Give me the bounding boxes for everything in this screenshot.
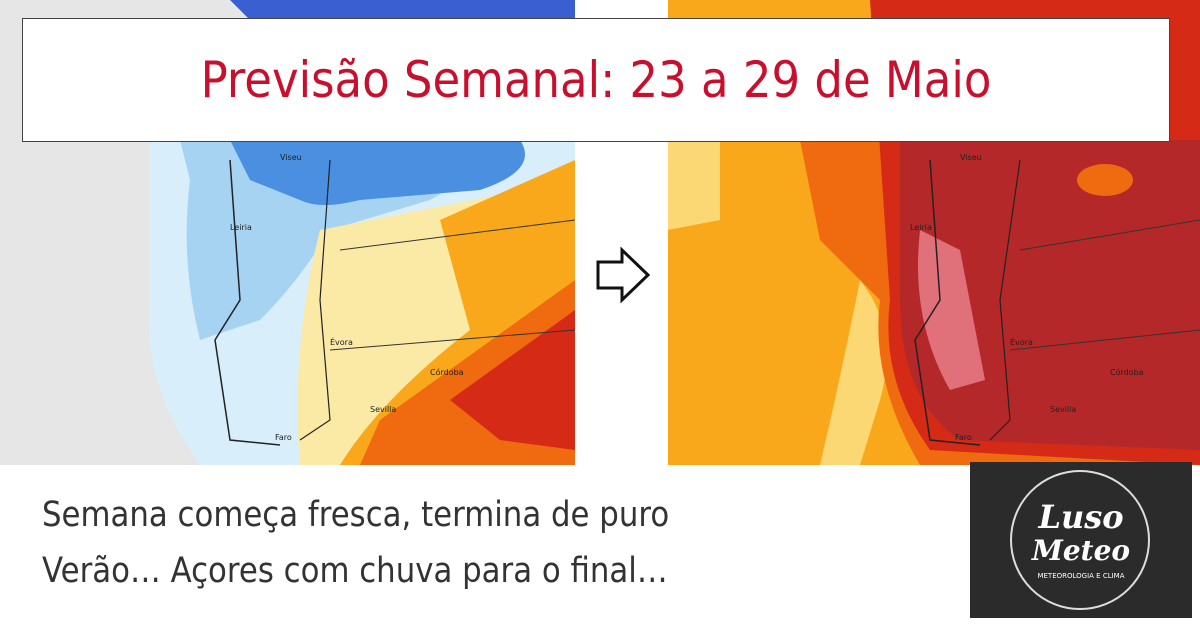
title-box: Previsão Semanal: 23 a 29 de Maio — [22, 18, 1170, 142]
map-label: Évora — [1010, 336, 1033, 347]
map-label: Córdoba — [1110, 367, 1144, 377]
caption-line: Verão… Açores com chuva para o final… — [42, 551, 668, 591]
logo: Luso Meteo METEOROLOGIA E CLIMA — [970, 462, 1192, 618]
map-label: Leiria — [910, 223, 932, 232]
logo-ring — [1010, 470, 1150, 610]
caption-line: Semana começa fresca, termina de puro — [42, 495, 670, 535]
logo-tagline: METEOROLOGIA E CLIMA — [1037, 572, 1125, 580]
map-label: Córdoba — [430, 367, 464, 377]
title: Previsão Semanal: 23 a 29 de Maio — [200, 51, 992, 109]
map-label: Faro — [275, 433, 292, 442]
caption: Semana começa fresca, termina de puro Ve… — [22, 465, 944, 630]
logo-word: Meteo — [1031, 534, 1131, 567]
map-label: Viseu — [280, 153, 302, 162]
map-label: Évora — [330, 336, 353, 347]
logo-word: Luso — [1038, 498, 1124, 536]
map-label: Sevilla — [1050, 405, 1076, 414]
map-label: Sevilla — [370, 405, 396, 414]
arrow-icon — [596, 246, 651, 304]
map-label: Leiria — [230, 223, 252, 232]
map-label: Faro — [955, 433, 972, 442]
map-label: Viseu — [960, 153, 982, 162]
